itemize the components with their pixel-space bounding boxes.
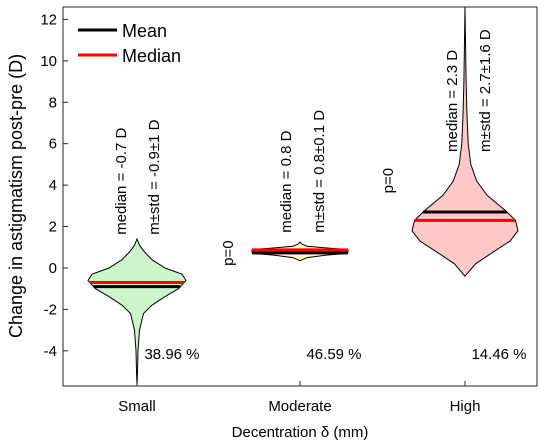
mstd-annotation: m±std = -0.9±1 D xyxy=(146,119,163,234)
y-tick-label: 8 xyxy=(49,94,57,111)
y-tick-label: -2 xyxy=(44,301,57,318)
p-value-annotation: p=0 xyxy=(380,168,397,193)
y-tick-label: 2 xyxy=(49,219,57,236)
median-annotation: median = 0.8 D xyxy=(278,130,295,232)
percent-annotation: 38.96 % xyxy=(144,346,199,363)
y-tick-label: 4 xyxy=(49,177,57,194)
mstd-annotation: m±std = 0.8±0.1 D xyxy=(311,110,328,233)
x-tick-label: Moderate xyxy=(268,398,331,415)
legend-mean-label: Mean xyxy=(122,21,167,41)
percent-annotation: 14.46 % xyxy=(471,346,526,363)
y-tick-label: -4 xyxy=(44,343,57,360)
median-annotation: median = -0.7 D xyxy=(113,127,130,234)
y-tick-label: 12 xyxy=(40,11,57,28)
y-tick-label: 0 xyxy=(49,260,57,277)
median-annotation: median = 2.3 D xyxy=(444,50,461,152)
percent-annotation: 46.59 % xyxy=(306,346,361,363)
violin-small xyxy=(87,237,187,387)
x-axis-label: Decentration δ (mm) xyxy=(232,424,369,441)
y-tick-label: 6 xyxy=(49,136,57,153)
y-tick-label: 10 xyxy=(40,53,57,70)
mstd-annotation: m±std = 2.7±1.6 D xyxy=(477,29,494,152)
x-tick-label: Small xyxy=(118,398,156,415)
p-value-annotation: p=0 xyxy=(220,240,237,265)
y-axis-label: Change in astigmatism post-pre (D) xyxy=(6,54,26,338)
legend: Mean Median xyxy=(78,21,181,66)
x-tick-label: High xyxy=(450,398,481,415)
legend-median-label: Median xyxy=(122,46,181,66)
